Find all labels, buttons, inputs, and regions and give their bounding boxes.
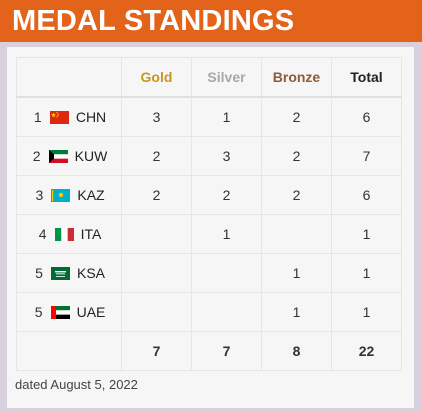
italy-flag-icon [54,228,74,241]
bronze-count: 2 [261,96,332,137]
bronze-count: 1 [261,253,332,293]
table-row: 5 UAE 1 1 [16,292,402,332]
rank: 3 [35,187,44,203]
team-cell: 3 KAZ [16,175,122,215]
table-row: 1 CHN 3 1 2 6 [16,96,402,137]
team-cell: 5 UAE [16,292,122,332]
gold-total: 7 [121,331,192,371]
grand-total: 22 [331,331,402,371]
dated-note: dated August 5, 2022 [15,377,138,392]
rank: 5 [35,265,43,281]
page-title: MEDAL STANDINGS [12,5,295,37]
table-row: 2 KUW 2 3 2 7 [16,136,402,176]
silver-count: 1 [191,96,262,137]
china-flag-icon [49,111,69,124]
totals-label-cell [16,331,122,371]
table-row: 4 ITA 1 1 [16,214,402,254]
gold-count: 2 [121,136,192,176]
silver-column-header: Silver [191,57,262,98]
total-column-header: Total [331,57,402,98]
rank: 5 [34,304,43,320]
team-cell: 2 KUW [16,136,122,176]
total-count: 1 [331,253,402,293]
kazakhstan-flag-icon [51,189,71,202]
team-code: UAE [76,304,106,320]
gold-column-header: Gold [121,57,192,98]
bronze-total: 8 [261,331,332,371]
total-count: 7 [331,136,402,176]
rank: 2 [32,148,41,164]
team-code: ITA [80,226,102,242]
bronze-count [261,214,332,254]
rank: 4 [38,226,47,242]
rank: 1 [33,109,42,125]
header-bar: MEDAL STANDINGS [0,0,422,42]
total-count: 6 [331,96,402,137]
bronze-count: 2 [261,136,332,176]
gold-count [121,214,192,254]
bronze-count: 1 [261,292,332,332]
silver-total: 7 [191,331,262,371]
gold-count [121,292,192,332]
team-cell: 1 CHN [16,96,122,137]
bronze-count: 2 [261,175,332,215]
total-count: 1 [331,292,402,332]
totals-row: 7 7 8 22 [16,331,402,371]
gold-count [121,253,192,293]
silver-count: 1 [191,214,262,254]
bronze-column-header: Bronze [261,57,332,98]
team-code: KSA [76,265,105,281]
silver-count [191,292,262,332]
team-column-header [16,57,122,98]
team-code: KUW [74,148,108,164]
kuwait-flag-icon [48,150,68,163]
team-cell: 4 ITA [16,214,122,254]
table-row: 5 KSA 1 1 [16,253,402,293]
saudi-arabia-flag-icon [50,267,70,280]
team-code: KAZ [77,187,105,203]
team-code: CHN [75,109,107,125]
silver-count [191,253,262,293]
silver-count: 2 [191,175,262,215]
total-count: 1 [331,214,402,254]
table-header-row: Gold Silver Bronze Total [16,57,402,98]
uae-flag-icon [50,306,70,319]
table-row: 3 KAZ 2 2 2 6 [16,175,402,215]
gold-count: 3 [121,96,192,137]
silver-count: 3 [191,136,262,176]
team-cell: 5 KSA [16,253,122,293]
gold-count: 2 [121,175,192,215]
total-count: 6 [331,175,402,215]
